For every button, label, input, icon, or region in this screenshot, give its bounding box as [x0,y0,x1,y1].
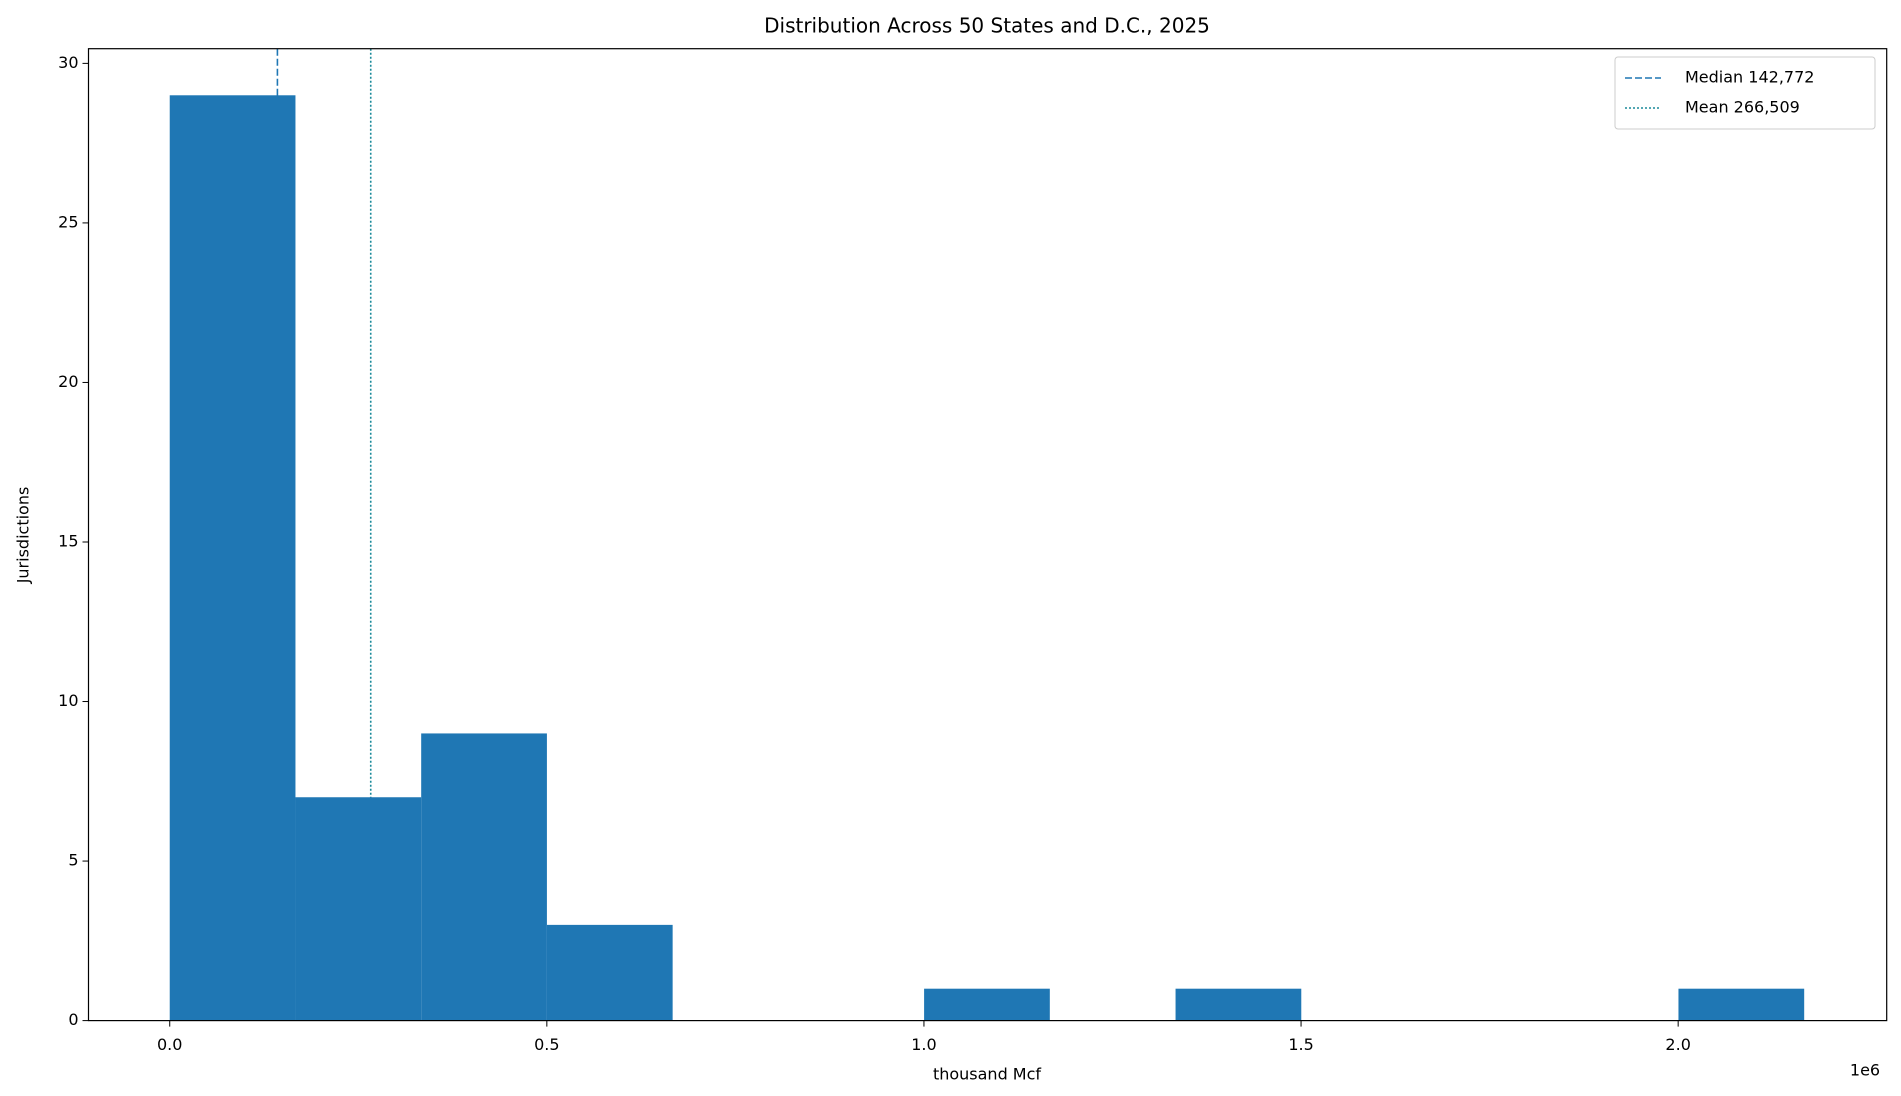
bar [169,95,296,1021]
x-offset-label: 1e6 [1850,1061,1880,1080]
bar [421,733,547,1021]
y-tick-label: 30 [58,53,78,72]
x-tick-label: 1.0 [911,1035,936,1054]
x-tick-label: 2.0 [1665,1035,1690,1054]
legend-box [1614,56,1876,130]
x-tick-label: 0.0 [157,1035,182,1054]
bar [1678,988,1805,1021]
y-tick-label: 0 [68,1010,78,1029]
legend-label: Mean 266,509 [1685,98,1800,117]
y-axis-label: Jurisdictions [14,487,33,585]
y-tick-label: 25 [58,212,78,231]
y-tick-label: 5 [68,851,78,870]
bar [1175,988,1302,1021]
y-tick-label: 10 [58,691,78,710]
bar [546,924,673,1021]
chart-title: Distribution Across 50 States and D.C., … [764,14,1210,38]
x-tick-label: 0.5 [534,1035,559,1054]
plot-frame [87,48,1888,1022]
y-tick-label: 20 [58,372,78,391]
x-tick-label: 1.5 [1288,1035,1313,1054]
y-tick-label: 15 [58,531,78,550]
bar [924,988,1050,1021]
legend-label: Median 142,772 [1685,68,1814,87]
bar [295,797,422,1021]
x-axis-label: thousand Mcf [933,1065,1041,1084]
